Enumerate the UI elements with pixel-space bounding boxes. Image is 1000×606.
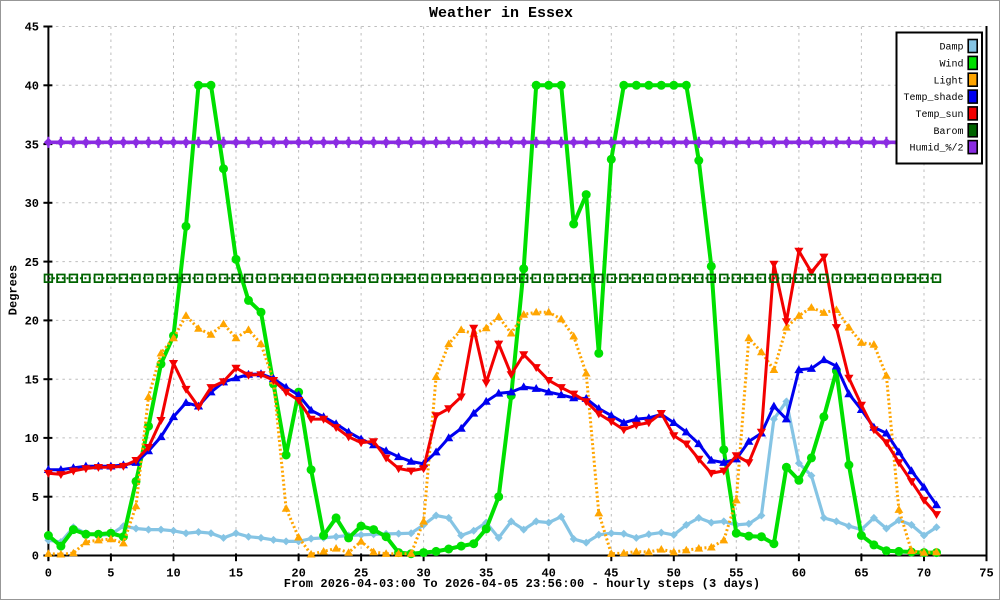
svg-text:Light: Light bbox=[933, 75, 963, 87]
svg-text:Wind: Wind bbox=[939, 59, 963, 71]
svg-text:25: 25 bbox=[25, 256, 39, 270]
svg-text:Weather in Essex: Weather in Essex bbox=[429, 5, 573, 22]
svg-text:30: 30 bbox=[416, 567, 430, 581]
svg-text:65: 65 bbox=[854, 567, 868, 581]
svg-text:55: 55 bbox=[729, 567, 743, 581]
svg-text:20: 20 bbox=[291, 567, 305, 581]
svg-text:40: 40 bbox=[541, 567, 555, 581]
svg-text:Degrees: Degrees bbox=[7, 265, 21, 315]
svg-text:Temp_sun: Temp_sun bbox=[915, 110, 963, 121]
svg-text:25: 25 bbox=[354, 567, 368, 581]
svg-text:20: 20 bbox=[25, 315, 39, 329]
svg-text:60: 60 bbox=[792, 567, 806, 581]
svg-text:30: 30 bbox=[25, 197, 39, 211]
svg-text:50: 50 bbox=[667, 567, 681, 581]
svg-text:From 2026-04-03:00 To 2026-04-: From 2026-04-03:00 To 2026-04-05 23:56:0… bbox=[284, 577, 761, 591]
svg-text:75: 75 bbox=[979, 567, 993, 581]
svg-text:45: 45 bbox=[604, 567, 618, 581]
svg-text:15: 15 bbox=[25, 373, 39, 387]
svg-text:15: 15 bbox=[229, 567, 243, 581]
svg-text:35: 35 bbox=[25, 138, 39, 152]
svg-text:10: 10 bbox=[166, 567, 180, 581]
svg-text:45: 45 bbox=[25, 21, 39, 35]
svg-text:5: 5 bbox=[107, 567, 114, 581]
svg-text:40: 40 bbox=[25, 80, 39, 94]
svg-text:Damp: Damp bbox=[939, 43, 963, 54]
svg-text:Humid_%/2: Humid_%/2 bbox=[909, 143, 963, 155]
svg-text:Barom: Barom bbox=[933, 127, 963, 138]
svg-text:70: 70 bbox=[917, 567, 931, 581]
svg-text:10: 10 bbox=[25, 432, 39, 446]
svg-text:Temp_shade: Temp_shade bbox=[903, 92, 963, 104]
svg-text:5: 5 bbox=[32, 491, 39, 505]
svg-text:35: 35 bbox=[479, 567, 493, 581]
svg-text:0: 0 bbox=[45, 567, 52, 581]
svg-text:0: 0 bbox=[32, 550, 39, 564]
